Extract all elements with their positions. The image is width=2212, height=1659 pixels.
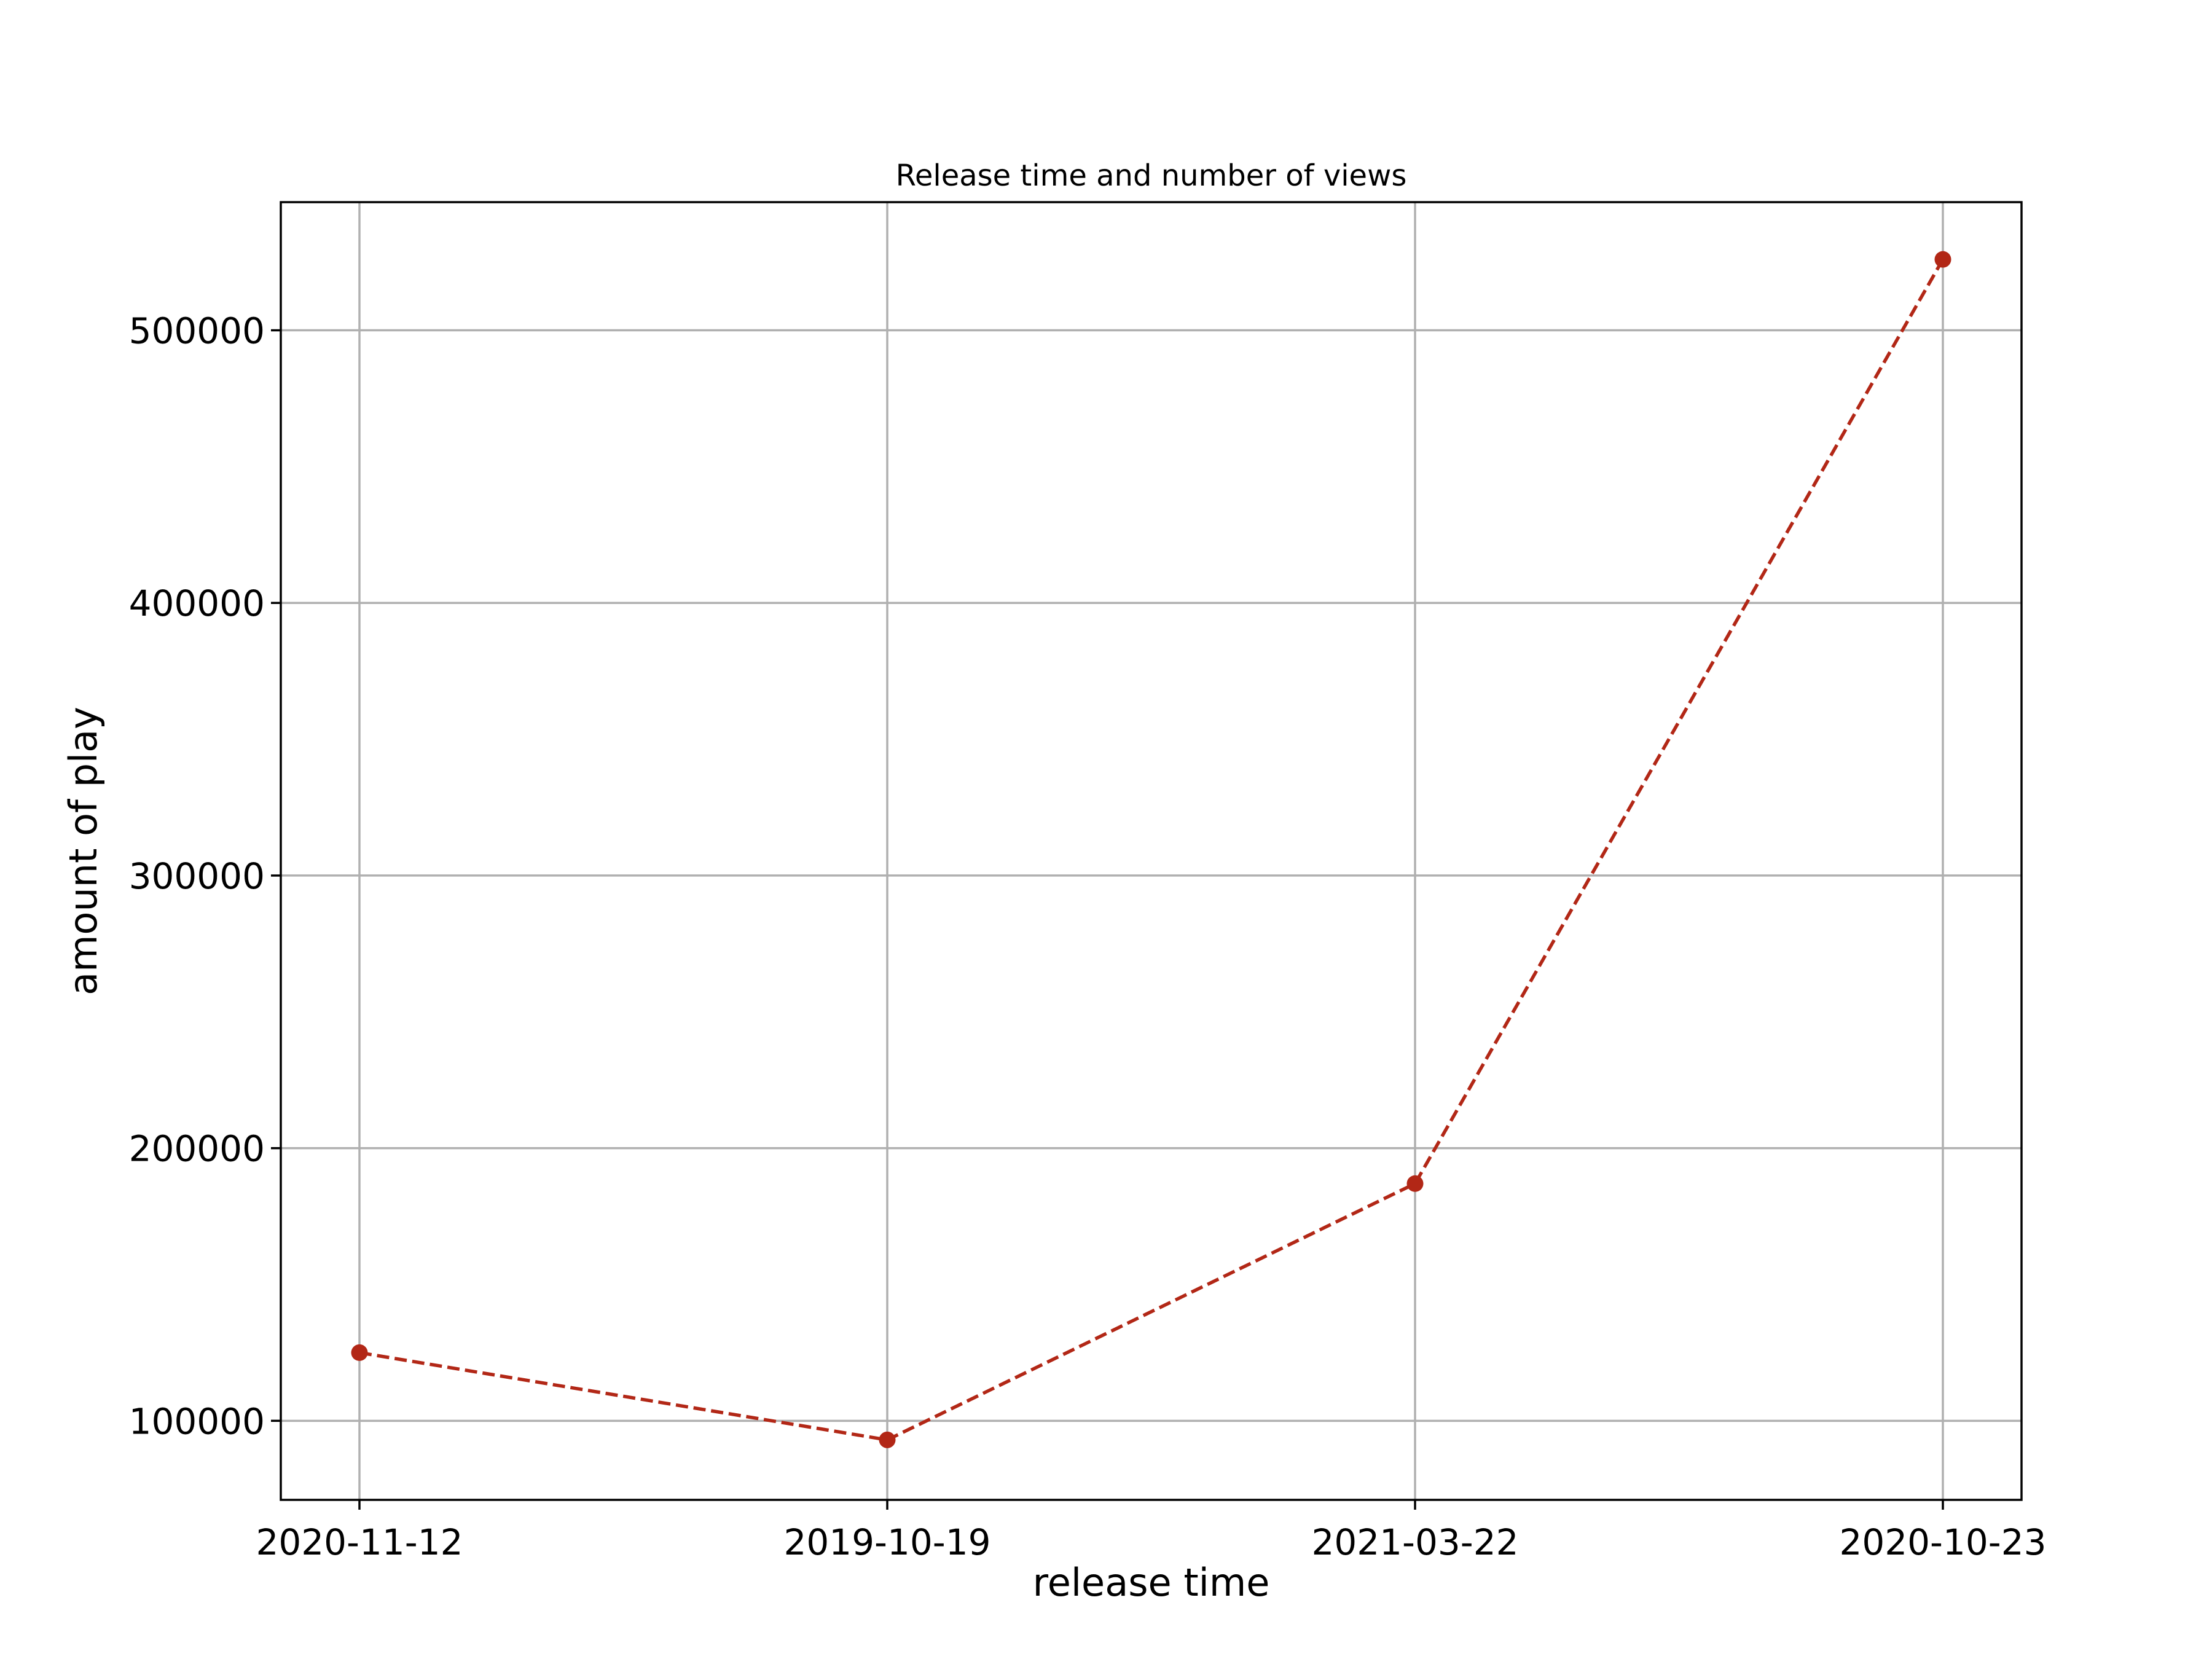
x-axis-label: release time [1033,1560,1270,1605]
x-tick-label: 2019-10-19 [783,1521,990,1563]
y-tick-label: 300000 [129,855,265,897]
data-point [1406,1175,1424,1192]
data-point [879,1431,896,1448]
grid-lines [281,202,2022,1500]
plot-frame [280,201,2023,1501]
data-point [1934,251,1951,268]
series-line [359,258,1945,1442]
y-tick-label: 500000 [129,310,265,352]
axis-ticks: 2020-11-12 2019-10-19 2021-03-22 2020-10-23… [129,310,2047,1563]
x-tick-label: 2020-10-23 [1839,1521,2046,1563]
x-tick-label: 2020-11-12 [256,1521,463,1563]
y-tick-label: 100000 [129,1400,265,1442]
y-tick-label: 200000 [129,1128,265,1170]
y-tick-label: 400000 [129,582,265,624]
y-axis-label: amount of play [61,707,106,995]
data-series [351,251,1951,1448]
chart-title: Release time and number of views [896,159,1407,193]
data-point [351,1344,368,1361]
x-tick-label: 2021-03-22 [1311,1521,1518,1563]
